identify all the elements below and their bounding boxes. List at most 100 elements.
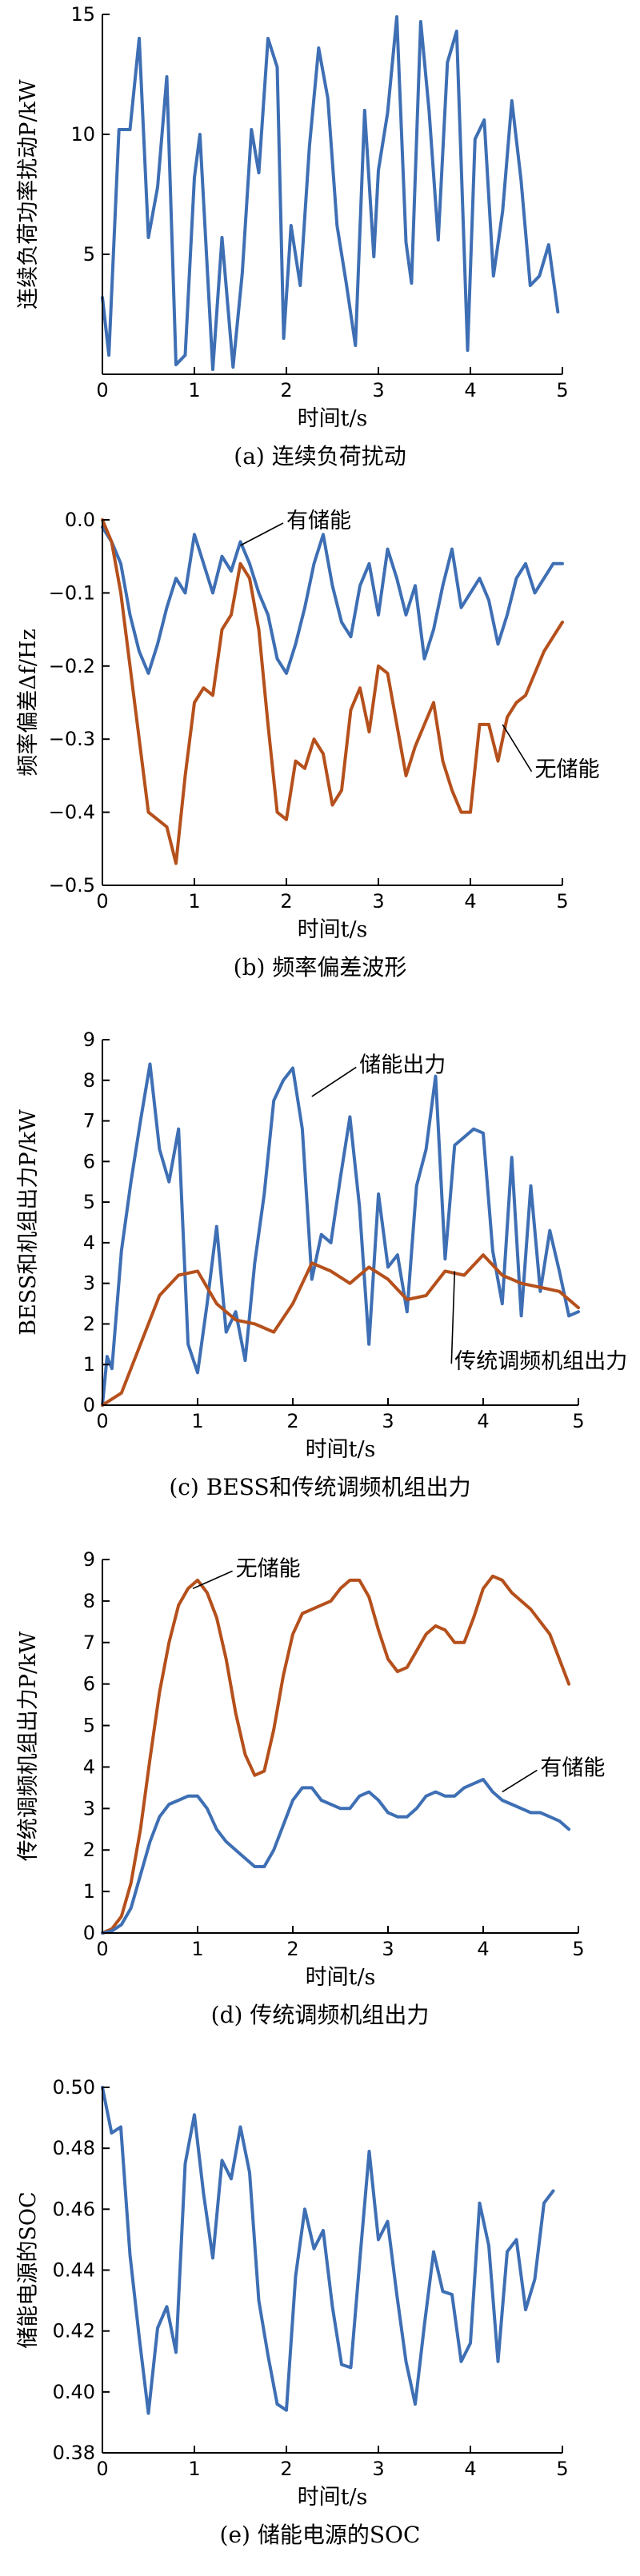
x-tick-label: 1	[191, 1410, 203, 1432]
y-tick-label: 6	[83, 1150, 95, 1172]
x-tick-label: 5	[572, 1410, 584, 1432]
annotation-leader	[450, 1271, 456, 1364]
y-tick-label: 0.44	[53, 2259, 95, 2282]
annotation-label: 有储能	[286, 509, 351, 533]
y-axis-title: 储能电源的SOC	[16, 2191, 41, 2348]
y-tick-label: 5	[83, 1715, 95, 1737]
y-tick-label: 6	[83, 1673, 95, 1695]
y-tick-label: 0.50	[53, 2076, 95, 2099]
y-tick-label: 0.42	[53, 2320, 95, 2342]
x-tick-label: 0	[96, 890, 108, 913]
chart-panel: 0 1 2 3 4 5 5 10 15 时间t/s 连续负荷功率扰动P/kW (a) 连续负荷扰动	[0, 0, 640, 496]
x-tick-label: 3	[372, 890, 384, 913]
chart-panel: 0 1 2 3 4 5 0 1 2 3 4 5 6 7 8 9 时间t/s 传统调频机组出力P/kW (d) 传统调…	[0, 1536, 640, 2063]
x-tick-label: 4	[464, 890, 476, 913]
y-tick-label: 4	[83, 1755, 95, 1778]
series-line	[101, 2086, 555, 2415]
annotation-leader	[240, 522, 284, 546]
y-tick-label: 0.48	[53, 2137, 95, 2159]
series-line	[101, 525, 564, 675]
y-tick-label: 10	[70, 123, 95, 146]
chart-panel: 0 1 2 3 4 5 0.38 0.40 0.42 0.44 0.46 0.48 0.50 时间t/s 储…	[0, 2063, 640, 2576]
x-tick-label: 3	[382, 1410, 394, 1432]
y-tick-label: 0.40	[53, 2381, 95, 2403]
x-tick-label: 2	[286, 1410, 298, 1432]
annotation-label: 无储能	[236, 1556, 301, 1581]
x-tick-label: 4	[477, 1938, 489, 1960]
y-tick-label: 0.0	[65, 509, 95, 531]
y-tick-label: 9	[83, 1548, 95, 1571]
chart-panel: 0 1 2 3 4 5 0 1 2 3 4 5 6 7 8 9 时间t/s BESS和机组出力P/kW (c) BE…	[0, 1016, 640, 1536]
x-tick-label: 5	[556, 2458, 568, 2480]
y-tick-label: −0.5	[49, 874, 95, 897]
x-tick-label: 0	[96, 2458, 108, 2480]
y-tick-label: 15	[70, 3, 95, 26]
y-tick-label: 0	[83, 1394, 95, 1416]
x-tick-label: 0	[96, 379, 108, 401]
y-tick-label: 9	[83, 1028, 95, 1051]
x-tick-label: 1	[191, 1938, 203, 1960]
y-axis-title: 频率偏差Δf/Hz	[16, 629, 41, 776]
annotation-leader	[311, 1066, 357, 1097]
y-axis-title: BESS和机组出力P/kW	[16, 1109, 41, 1336]
y-tick-label: 8	[83, 1590, 95, 1612]
chart-svg: 0 1 2 3 4 5 0 1 2 3 4 5 6 7 8 9 时间t/s BESS和机组出力P/kW (c) BE…	[16, 1028, 627, 1500]
x-axis-title: 时间t/s	[298, 917, 368, 942]
x-tick-label: 4	[477, 1410, 489, 1432]
x-axis-title: 时间t/s	[298, 2485, 368, 2510]
series-line	[101, 518, 564, 865]
y-tick-label: 5	[83, 1191, 95, 1213]
x-axis-title: 时间t/s	[298, 406, 368, 431]
chart-panel: 0 1 2 3 4 5 −0.5 −0.4 −0.3 −0.2 −0.1 0.0 时间t/s 频率偏差Δf…	[0, 496, 640, 1016]
y-tick-label: −0.4	[49, 801, 95, 824]
figure-caption: (a) 连续负荷扰动	[234, 443, 406, 469]
x-tick-label: 3	[382, 1938, 394, 1960]
chart-svg: 0 1 2 3 4 5 0.38 0.40 0.42 0.44 0.46 0.48 0.50 时间t/s 储…	[16, 2076, 569, 2548]
y-tick-label: 3	[83, 1272, 95, 1295]
chart-svg: 0 1 2 3 4 5 5 10 15 时间t/s 连续负荷功率扰动P/kW (a) 连续负荷扰动	[16, 3, 569, 469]
y-tick-label: 0	[83, 1922, 95, 1944]
x-tick-label: 4	[464, 2458, 476, 2480]
y-tick-label: −0.1	[49, 581, 95, 604]
y-axis-title: 传统调频机组出力P/kW	[16, 1631, 41, 1862]
y-tick-label: 0.38	[53, 2442, 95, 2464]
y-tick-label: 0.46	[53, 2198, 95, 2220]
x-tick-label: 1	[188, 890, 200, 913]
y-tick-label: 2	[83, 1839, 95, 1861]
y-tick-label: 1	[83, 1353, 95, 1376]
figure-caption: (c) BESS和传统调频机组出力	[169, 1474, 470, 1500]
x-tick-label: 2	[280, 2458, 292, 2480]
x-tick-label: 0	[96, 1410, 108, 1432]
x-axis-title: 时间t/s	[306, 1965, 376, 1990]
x-tick-label: 5	[572, 1938, 584, 1960]
y-tick-label: 7	[83, 1631, 95, 1654]
y-tick-label: 2	[83, 1312, 95, 1335]
figure-caption: (b) 频率偏差波形	[234, 954, 407, 980]
x-tick-label: 1	[188, 379, 200, 401]
annotation-label: 有储能	[540, 1755, 605, 1780]
annotation-label: 无储能	[535, 757, 600, 782]
y-tick-label: 7	[83, 1110, 95, 1132]
x-tick-label: 2	[280, 379, 292, 401]
y-axis-title: 连续负荷功率扰动P/kW	[16, 79, 41, 310]
x-tick-label: 2	[280, 890, 292, 913]
series-line	[101, 1778, 571, 1935]
annotation-leader	[502, 1769, 538, 1793]
annotation-label: 储能出力	[359, 1052, 446, 1077]
y-tick-label: 4	[83, 1232, 95, 1254]
series-line	[101, 1574, 571, 1935]
y-tick-label: 1	[83, 1880, 95, 1903]
x-tick-label: 3	[372, 379, 384, 401]
y-tick-label: −0.3	[49, 728, 95, 750]
x-tick-label: 5	[556, 379, 568, 401]
annotation-label: 传统调频机组出力	[454, 1349, 627, 1374]
figure-caption: (d) 传统调频机组出力	[211, 2002, 430, 2028]
chart-svg: 0 1 2 3 4 5 −0.5 −0.4 −0.3 −0.2 −0.1 0.0 时间t/s 频率偏差Δf…	[16, 509, 600, 980]
y-tick-label: 8	[83, 1069, 95, 1092]
x-tick-label: 4	[464, 379, 476, 401]
x-tick-label: 5	[556, 890, 568, 913]
annotation-leader	[192, 1570, 233, 1590]
chart-svg: 0 1 2 3 4 5 0 1 2 3 4 5 6 7 8 9 时间t/s 传统调频机组出力P/kW (d) 传统调…	[16, 1548, 605, 2028]
x-tick-label: 0	[96, 1938, 108, 1960]
annotation-leader	[502, 724, 533, 773]
